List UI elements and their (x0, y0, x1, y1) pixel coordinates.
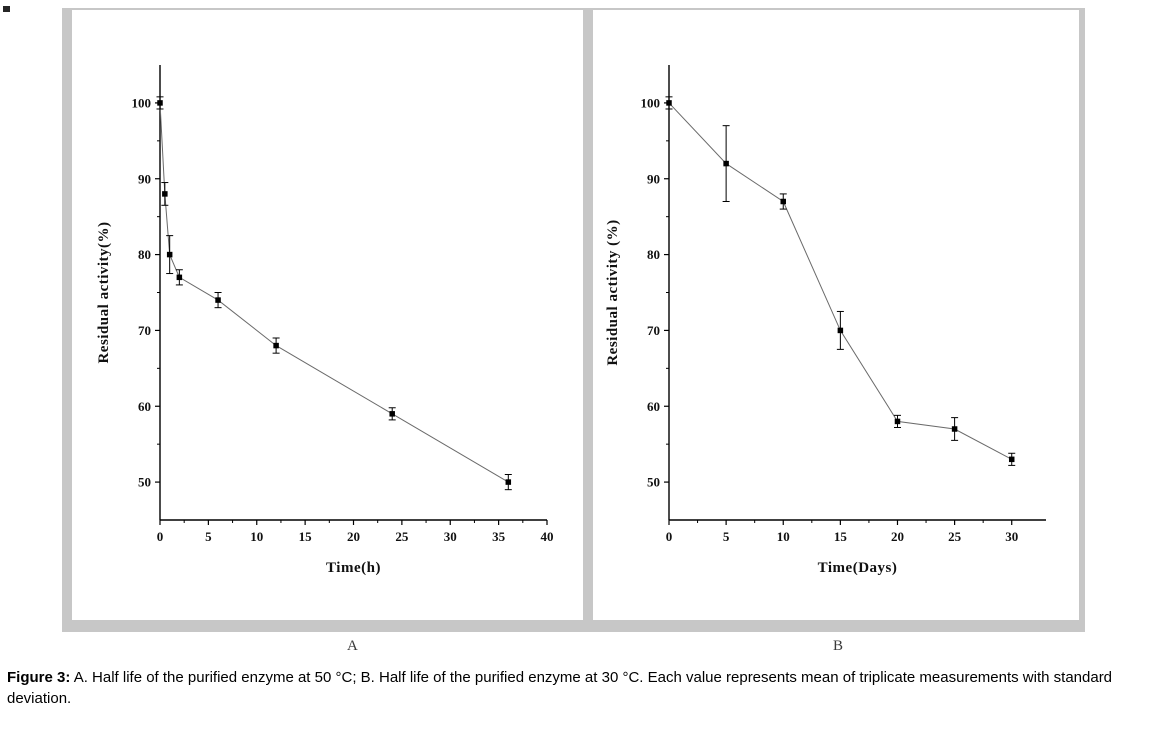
svg-text:80: 80 (647, 247, 660, 262)
svg-text:50: 50 (138, 475, 151, 490)
svg-text:70: 70 (647, 323, 660, 338)
svg-text:50: 50 (647, 475, 660, 490)
svg-text:100: 100 (641, 95, 661, 110)
svg-text:15: 15 (834, 529, 848, 544)
svg-text:15: 15 (299, 529, 313, 544)
svg-text:60: 60 (138, 399, 151, 414)
svg-text:Residual activity(%): Residual activity(%) (96, 221, 112, 363)
chart-b: 0 5 10 15 20 25 30 50 60 70 80 90 100 Time(Days) Resid… (605, 65, 1046, 576)
svg-text:90: 90 (138, 171, 151, 186)
chart-a: 0 5 10 15 20 25 30 35 40 50 60 70 80 90 100 Time(h) Resi… (96, 65, 554, 576)
svg-text:Residual activity (%): Residual activity (%) (605, 219, 621, 365)
panel-b-label: B (833, 638, 844, 654)
svg-text:0: 0 (666, 529, 673, 544)
svg-text:10: 10 (777, 529, 790, 544)
svg-text:30: 30 (1005, 529, 1018, 544)
svg-text:5: 5 (723, 529, 730, 544)
scan-artifact-dot (3, 6, 10, 12)
svg-text:25: 25 (948, 529, 962, 544)
svg-text:10: 10 (250, 529, 263, 544)
svg-text:35: 35 (492, 529, 506, 544)
svg-text:25: 25 (395, 529, 409, 544)
figure-board: 0 5 10 15 20 25 30 35 40 50 60 70 80 90 100 Time(h) Resi… (62, 8, 1085, 632)
figure-caption-number: Figure 3: (7, 669, 71, 686)
svg-text:Time(Days): Time(Days) (818, 560, 898, 576)
svg-text:60: 60 (647, 399, 660, 414)
svg-text:Time(h): Time(h) (326, 560, 381, 576)
svg-text:100: 100 (132, 95, 152, 110)
svg-text:5: 5 (205, 529, 212, 544)
chart-panel-a: 0 5 10 15 20 25 30 35 40 50 60 70 80 90 100 Time(h) Resi… (72, 10, 583, 620)
svg-text:20: 20 (891, 529, 904, 544)
svg-text:40: 40 (541, 529, 554, 544)
svg-text:0: 0 (157, 529, 164, 544)
svg-text:80: 80 (138, 247, 151, 262)
figure-caption-text: A. Half life of the purified enzyme at 5… (7, 669, 1113, 707)
chart-panel-b: 0 5 10 15 20 25 30 50 60 70 80 90 100 Time(Days) Resid… (593, 10, 1079, 620)
svg-text:20: 20 (347, 529, 360, 544)
figure-caption: Figure 3: A. Half life of the purified e… (7, 667, 1150, 709)
svg-text:30: 30 (444, 529, 457, 544)
svg-text:90: 90 (647, 171, 660, 186)
panel-a-label: A (347, 638, 358, 654)
svg-text:70: 70 (138, 323, 151, 338)
